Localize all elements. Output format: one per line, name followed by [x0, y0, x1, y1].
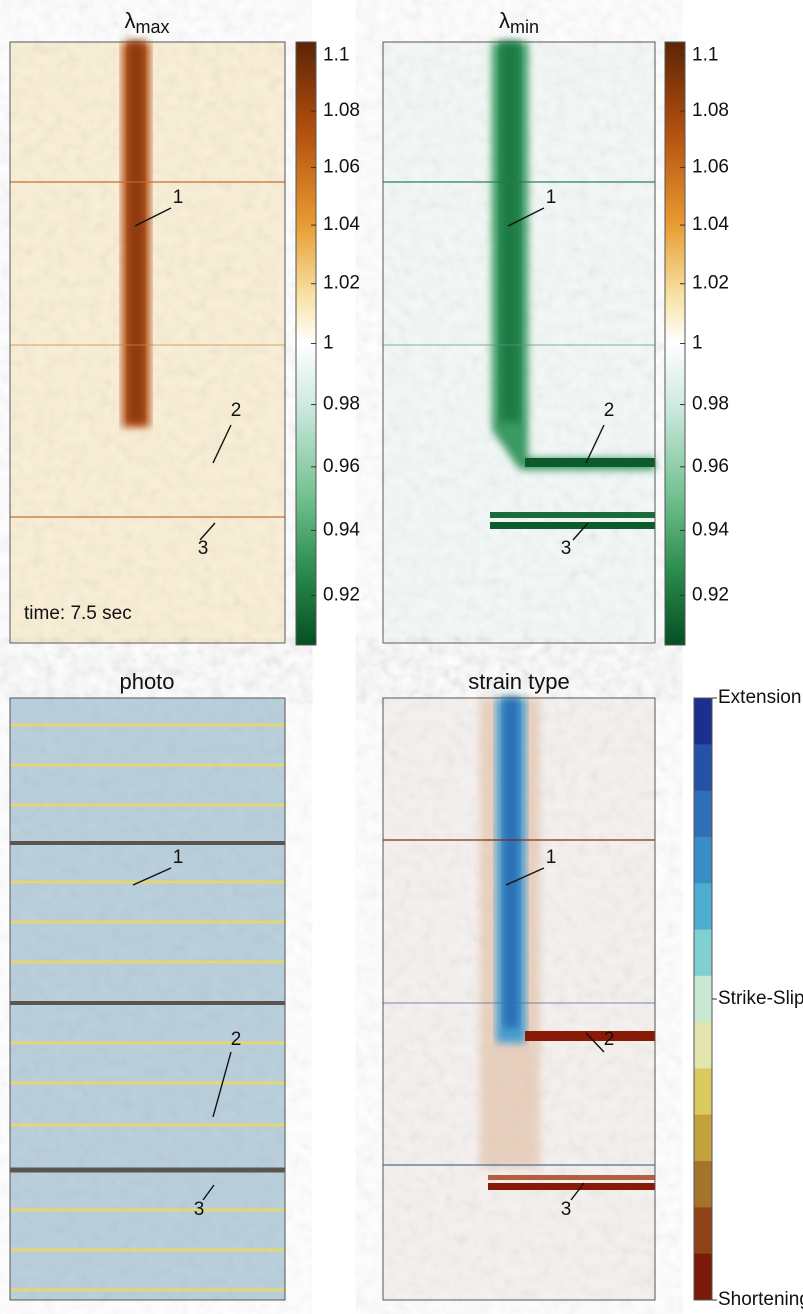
annotation-label: 2: [604, 400, 615, 421]
annotation-label: 1: [546, 187, 557, 208]
tick-label: 1: [692, 333, 703, 354]
tick-label: 1.1: [692, 45, 718, 66]
annotation-label: 2: [231, 400, 242, 421]
tick-label: 1.08: [692, 100, 729, 121]
colorbar-segment: [694, 1022, 712, 1069]
colorbar-segment: [694, 1253, 712, 1301]
tick-label: Extension: [718, 687, 801, 708]
annotation-label: 3: [198, 538, 209, 559]
annotation-label: 1: [173, 187, 184, 208]
tick-label: 1.08: [323, 100, 360, 121]
tick-label: 0.94: [323, 519, 360, 540]
lambda-min-map: [382, 41, 656, 644]
annotation-label: 2: [604, 1029, 615, 1050]
strain-type-map: [382, 697, 656, 1301]
title-text: photo: [119, 669, 174, 694]
tick-label: 1.06: [323, 157, 360, 178]
title-subscript: min: [510, 17, 539, 37]
annotation-label: 1: [173, 847, 184, 868]
panel-title: strain type: [468, 669, 570, 694]
tick-label: Strike-Slip: [718, 988, 803, 1009]
title-subscript: max: [135, 17, 169, 37]
tick-label: 0.96: [692, 456, 729, 477]
tick-label: 0.98: [692, 394, 729, 415]
colorbar-segment: [694, 1207, 712, 1255]
colorbar-segment: [694, 836, 712, 884]
colorbar-segment: [694, 883, 712, 931]
leader-lines: [132, 207, 605, 1201]
tick-label: 1.1: [323, 45, 349, 66]
tick-label: 1.06: [692, 157, 729, 178]
tick-label: 0.94: [692, 519, 729, 540]
tick-label: 1.04: [323, 214, 360, 235]
panel-title: photo: [119, 669, 174, 694]
tick-label: 1.02: [323, 273, 360, 294]
time-note: time: 7.5 sec: [24, 603, 132, 624]
panel-title: λmax: [124, 8, 169, 37]
colorbar-segment: [694, 744, 712, 792]
title-text: λ: [499, 8, 510, 33]
photo-image: [9, 697, 286, 1301]
colorbar-segment: [694, 1068, 712, 1116]
colorbar-segment: [694, 1114, 712, 1162]
colorbar-segment: [694, 698, 712, 745]
tick-label: 0.98: [323, 394, 360, 415]
lambda-max-map: [9, 41, 286, 644]
title-text: λ: [124, 8, 135, 33]
colorbar-segment: [694, 1161, 712, 1208]
annotation-label: 2: [231, 1029, 242, 1050]
annotation-label: 1: [546, 847, 557, 868]
panel-title: λmin: [499, 8, 539, 37]
tick-label: Shortening: [718, 1289, 803, 1310]
tick-label: 1: [323, 333, 334, 354]
annotation-label: 3: [194, 1199, 205, 1220]
colorbar-segment: [694, 929, 712, 977]
title-text: strain type: [468, 669, 570, 694]
colorbar-segment: [694, 790, 712, 838]
tick-label: 0.96: [323, 456, 360, 477]
tick-label: 0.92: [692, 584, 729, 605]
tick-label: 1.02: [692, 273, 729, 294]
annotation-label: 3: [561, 538, 572, 559]
annotation-label: 3: [561, 1199, 572, 1220]
tick-label: 0.92: [323, 584, 360, 605]
colorbar-segment: [694, 975, 712, 1023]
tick-label: 1.04: [692, 214, 729, 235]
